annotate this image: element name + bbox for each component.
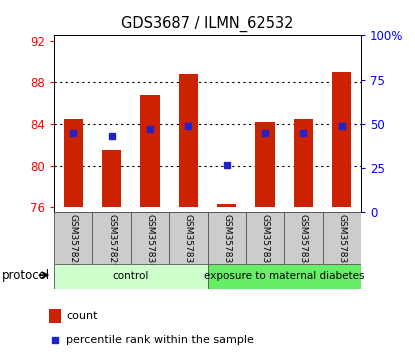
FancyBboxPatch shape <box>246 212 284 264</box>
Text: GSM357834: GSM357834 <box>299 214 308 269</box>
Text: GSM357829: GSM357829 <box>107 214 116 269</box>
Text: GSM357833: GSM357833 <box>261 214 270 269</box>
FancyBboxPatch shape <box>131 212 169 264</box>
Text: percentile rank within the sample: percentile rank within the sample <box>66 335 254 345</box>
Text: GSM357828: GSM357828 <box>68 214 78 269</box>
Bar <box>102 150 121 207</box>
Text: exposure to maternal diabetes: exposure to maternal diabetes <box>204 271 364 281</box>
FancyBboxPatch shape <box>169 212 208 264</box>
FancyBboxPatch shape <box>323 212 361 264</box>
FancyBboxPatch shape <box>93 212 131 264</box>
Bar <box>256 122 275 207</box>
Bar <box>217 204 236 207</box>
FancyBboxPatch shape <box>54 264 208 289</box>
Text: GSM357830: GSM357830 <box>145 214 154 269</box>
Bar <box>179 74 198 207</box>
FancyBboxPatch shape <box>208 264 361 289</box>
Text: protocol: protocol <box>2 269 50 282</box>
Text: GSM357831: GSM357831 <box>184 214 193 269</box>
Bar <box>294 119 313 207</box>
Bar <box>49 309 61 323</box>
FancyBboxPatch shape <box>54 212 93 264</box>
FancyBboxPatch shape <box>208 212 246 264</box>
Text: control: control <box>112 271 149 281</box>
Text: GSM357835: GSM357835 <box>337 214 347 269</box>
Text: GSM357832: GSM357832 <box>222 214 231 269</box>
Text: GDS3687 / ILMN_62532: GDS3687 / ILMN_62532 <box>121 16 294 32</box>
FancyBboxPatch shape <box>284 212 323 264</box>
Bar <box>332 72 352 207</box>
Text: count: count <box>66 311 98 321</box>
Bar <box>140 95 159 207</box>
Bar <box>63 119 83 207</box>
